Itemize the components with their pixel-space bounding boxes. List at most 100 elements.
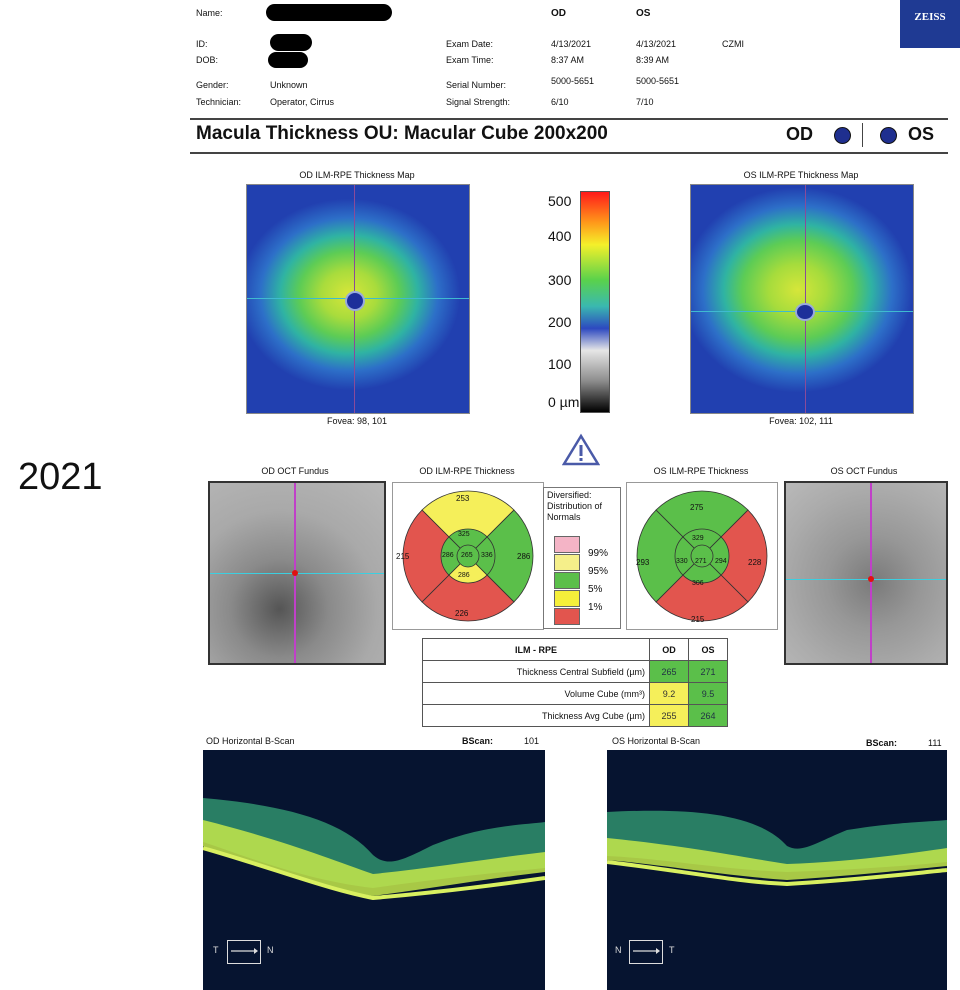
od-signal: 6/10 (551, 97, 569, 107)
os-inner-top-value: 329 (692, 535, 704, 542)
od-outer-left-value: 215 (396, 552, 410, 561)
od-cell: 255 (649, 704, 689, 727)
os-bscan-title: OS Horizontal B-Scan (612, 736, 701, 746)
os-inner-left-value: 330 (676, 558, 688, 565)
od-etdrs-title: OD ILM-RPE Thickness (419, 466, 515, 476)
table-header-row: ILM - RPE OD OS (422, 638, 728, 661)
od-exam-time: 8:37 AM (551, 55, 585, 65)
scale-tick: 500 (548, 193, 572, 209)
normative-legend: Diversified: Distribution of Normals 99%… (543, 487, 621, 629)
od-cell: 265 (649, 660, 689, 683)
scale-tick: 100 (548, 356, 572, 372)
od-exam-date: 4/13/2021 (551, 39, 592, 49)
od-retina-layers (203, 798, 545, 901)
os-outer-left-value: 293 (636, 558, 650, 567)
od-bscan-label: BScan: (462, 736, 494, 746)
od-column-heading: OD (551, 8, 566, 19)
table-row: Volume Cube (mm³) 9.2 9.5 (422, 682, 728, 705)
legend-swatch-lightyellow (554, 554, 580, 571)
thickness-color-scale (580, 191, 610, 413)
os-serial: 5000-5651 (636, 76, 680, 86)
technician-label: Technician: (196, 97, 242, 107)
os-cell: 264 (688, 704, 728, 727)
redacted-name (266, 4, 392, 21)
os-bscan-number: 111 (928, 738, 942, 748)
table-row: Thickness Avg Cube (µm) 255 264 (422, 704, 728, 727)
os-etdrs-grid (636, 490, 768, 622)
od-fundus-image (208, 481, 386, 665)
od-orientation-left: T (213, 945, 219, 955)
os-thickness-map (690, 184, 914, 414)
od-outer-top-value: 253 (456, 494, 470, 503)
scale-tick: 0 µm (548, 394, 580, 410)
od-outer-right-value: 286 (517, 552, 531, 561)
legend-swatch-red (554, 608, 580, 625)
os-fundus-v-line (870, 483, 872, 663)
os-column-heading: OS (636, 8, 651, 19)
od-eye-dot-icon (834, 127, 851, 144)
warning-triangle-icon (562, 433, 600, 466)
os-etdrs-title: OS ILM-RPE Thickness (653, 466, 749, 476)
od-bscan-number: 101 (524, 736, 540, 746)
legend-level: 99% (588, 548, 609, 559)
exam-date-label: Exam Date: (446, 39, 494, 49)
od-etdrs-panel: 253 215 286 226 325 286 336 286 265 (392, 482, 544, 630)
os-inner-bottom-value: 306 (692, 580, 704, 587)
os-cell: 9.5 (688, 682, 728, 705)
os-fundus-center-dot (868, 576, 874, 582)
scale-tick: 200 (548, 314, 572, 330)
od-inner-right-value: 336 (481, 552, 493, 559)
od-arrow-right-icon (231, 948, 258, 954)
legend-title: Diversified: Distribution of Normals (547, 490, 603, 522)
os-fundus-h-line (786, 579, 946, 580)
id-label: ID: (196, 39, 208, 49)
od-bscan-image: T N (203, 750, 545, 990)
os-retina-layers (607, 810, 947, 887)
os-orientation-left: N (615, 945, 622, 955)
os-arrow-right-icon (633, 948, 660, 954)
od-fundus-title: OD OCT Fundus (261, 466, 329, 476)
od-inner-bottom-value: 286 (458, 572, 470, 579)
report-title: Macula Thickness OU: Macular Cube 200x20… (196, 123, 608, 144)
od-eye-label: OD (786, 124, 813, 144)
od-fovea-marker (345, 291, 365, 311)
od-cell: 9.2 (649, 682, 689, 705)
os-exam-time: 8:39 AM (636, 55, 670, 65)
name-label: Name: (196, 8, 223, 18)
os-exam-date: 4/13/2021 (636, 39, 677, 49)
title-divider (862, 123, 863, 147)
exam-time-label: Exam Time: (446, 55, 494, 65)
table-row: Thickness Central Subfield (µm) 265 271 (422, 660, 728, 683)
od-etdrs-grid (402, 490, 534, 622)
os-cell: 271 (688, 660, 728, 683)
os-fovea-coordinates: Fovea: 102, 111 (769, 416, 833, 426)
redacted-id (270, 34, 312, 51)
os-eye-dot-icon (880, 127, 897, 144)
od-orientation-box (227, 940, 261, 964)
year-label: 2021 (18, 456, 103, 498)
row-label: Volume Cube (mm³) (422, 682, 650, 705)
os-outer-bottom-value: 215 (691, 615, 705, 624)
dob-label: DOB: (196, 55, 219, 65)
os-map-v-crosshair (805, 185, 806, 413)
logo-text: ZEISS (914, 11, 946, 23)
technician-value: Operator, Cirrus (270, 97, 335, 107)
os-fovea-marker (795, 303, 815, 321)
os-fundus-title: OS OCT Fundus (830, 466, 898, 476)
site-code: CZMI (722, 39, 744, 49)
legend-level: 5% (588, 584, 603, 595)
os-eye-label: OS (908, 124, 935, 144)
report-title-bar: Macula Thickness OU: Macular Cube 200x20… (190, 118, 948, 154)
od-thickness-map-title: OD ILM-RPE Thickness Map (299, 170, 415, 180)
row-label: Thickness Avg Cube (µm) (422, 704, 650, 727)
od-inner-top-value: 325 (458, 531, 470, 538)
signal-strength-label: Signal Strength: (446, 97, 511, 107)
gender-label: Gender: (196, 80, 229, 90)
legend-level: 1% (588, 602, 603, 613)
legend-swatch-pink (554, 536, 580, 553)
os-bscan-image: N T (607, 750, 947, 990)
legend-swatch-yellow (554, 590, 580, 607)
redacted-dob (268, 52, 308, 68)
od-inner-left-value: 286 (442, 552, 454, 559)
legend-swatch-green (554, 572, 580, 589)
